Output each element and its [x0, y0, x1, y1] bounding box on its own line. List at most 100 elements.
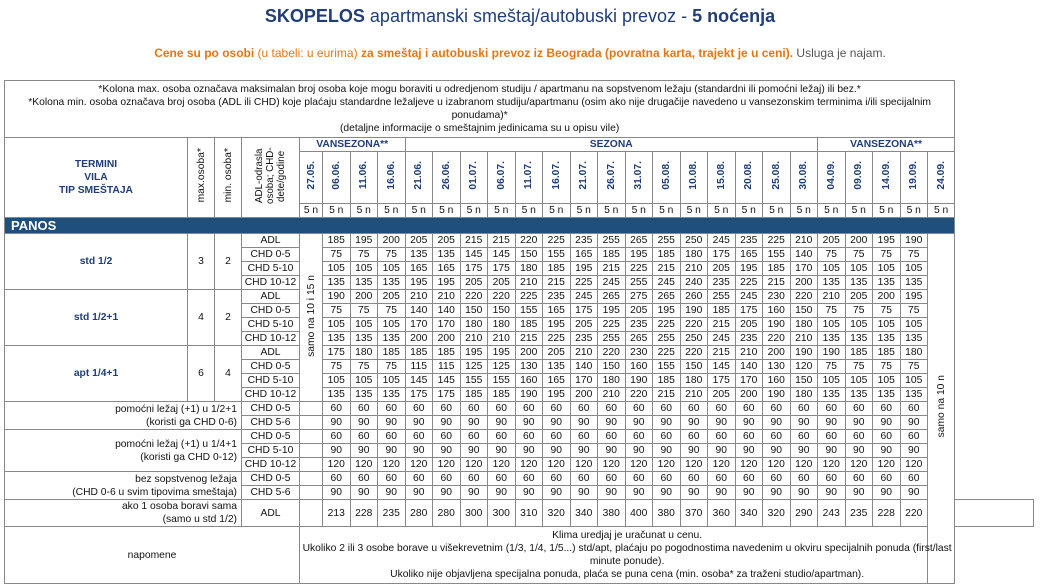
price-cell: 200 [377, 233, 406, 248]
price-cell: 75 [899, 359, 928, 374]
price-cell: 220 [679, 317, 708, 332]
price-row: CHD 10-12 135 135 135 175 175 185 185 190 195 200 2… [5, 387, 1034, 402]
date-label: 26.06. [440, 161, 452, 190]
price-cell: 235 [377, 499, 406, 527]
extra-row: pomoćni ležaj (+1) u 1/4+1 (koristi ga CH… [4, 429, 1034, 472]
price-cell: 135 [404, 247, 433, 262]
price-cell: 105 [349, 317, 378, 332]
nights-header: 5 n [734, 203, 763, 218]
price-cell: 60 [679, 401, 708, 416]
price-cell: 370 [679, 499, 708, 527]
price-cell: 120 [679, 457, 708, 472]
extra-label-line: bez sopstvenog ležaja [135, 473, 237, 485]
price-cell: 190 [514, 387, 543, 402]
price-cell: 205 [844, 289, 873, 304]
price-cell: 195 [404, 275, 433, 290]
price-cell: 235 [707, 275, 736, 290]
price-cell: 225 [652, 317, 681, 332]
price-cell: 75 [349, 247, 378, 262]
price-cell: 90 [899, 443, 928, 458]
price-cell: 60 [597, 429, 626, 444]
subtitle-part-1: Cene su po osobi [154, 46, 255, 60]
price-cell: 90 [377, 415, 406, 430]
price-cell: 90 [652, 415, 681, 430]
price-cell: 190 [679, 303, 708, 318]
price-cell: 120 [459, 457, 488, 472]
price-cell: 160 [514, 373, 543, 388]
price-cell: 185 [707, 303, 736, 318]
nights-header: 5 n [652, 203, 681, 218]
price-cell: 160 [762, 373, 791, 388]
date-header: 31.07. [624, 151, 653, 204]
date-label: 31.07. [633, 161, 645, 190]
price-cell: 90 [679, 443, 708, 458]
price-cell: 180 [789, 317, 818, 332]
napomena-line: Klima uredjaj je uračunat u cenu. [552, 530, 703, 541]
price-cell: 220 [624, 387, 653, 402]
price-cell: 210 [679, 261, 708, 276]
price-cell: 140 [734, 359, 763, 374]
price-cell: 105 [322, 261, 351, 276]
price-cell: 60 [377, 429, 406, 444]
price-cell: 60 [597, 471, 626, 486]
price-cell: 280 [404, 499, 433, 527]
nights-header: 5 n [432, 203, 461, 218]
price-cell: 185 [652, 247, 681, 262]
season-header: VANSEZONA** [299, 137, 406, 152]
price-cell: 150 [487, 303, 516, 318]
date-label: 20.08. [743, 161, 755, 190]
price-cell: 195 [872, 233, 901, 248]
price-cell: 135 [542, 359, 571, 374]
price-cell: 210 [817, 289, 846, 304]
price-cell: 75 [844, 247, 873, 262]
price-cell: 75 [322, 359, 351, 374]
person-type: CHD 0-5 [241, 471, 300, 486]
date-header: 26.07. [597, 151, 626, 204]
side-note-left: samo na 10 i 15 n [299, 233, 323, 402]
price-cell: 380 [652, 499, 681, 527]
person-type: ADL [241, 499, 300, 527]
destination-name: SKOPELOS [264, 6, 365, 26]
price-cell: 125 [487, 359, 516, 374]
price-cell: 60 [487, 471, 516, 486]
price-cell: 220 [597, 345, 626, 360]
price-cell: 240 [679, 275, 708, 290]
price-cell: 190 [789, 345, 818, 360]
price-cell: 205 [734, 317, 763, 332]
price-cell: 105 [377, 261, 406, 276]
person-type: CHD 5-6 [241, 485, 300, 500]
price-cell: 60 [624, 401, 653, 416]
price-cell: 275 [624, 289, 653, 304]
header-row-seasons: TERMINI VILA TIP SMEŠTAJA max.osoba* min. os… [4, 137, 1034, 218]
price-cell: 205 [817, 233, 846, 248]
price-cell: 120 [377, 457, 406, 472]
napomene-label: napomene [4, 526, 300, 584]
price-cell: 145 [707, 359, 736, 374]
price-cell: 60 [322, 429, 351, 444]
price-cell: 90 [707, 443, 736, 458]
price-cell: 210 [514, 275, 543, 290]
person-type: CHD 0-5 [241, 401, 300, 416]
price-cell: 185 [762, 261, 791, 276]
price-cell: 75 [817, 303, 846, 318]
price-cell: 135 [817, 331, 846, 346]
price-cell: 90 [624, 485, 653, 500]
price-cell: 60 [872, 401, 901, 416]
price-cell: 200 [734, 387, 763, 402]
price-cell: 265 [652, 289, 681, 304]
price-cell: 90 [487, 485, 516, 500]
price-cell: 243 [817, 499, 846, 527]
person-type: CHD 10-12 [241, 275, 300, 290]
price-cell: 140 [569, 359, 598, 374]
price-cell: 185 [542, 261, 571, 276]
price-cell: 150 [679, 359, 708, 374]
price-cell: 60 [404, 471, 433, 486]
price-cell: 215 [652, 387, 681, 402]
price-cell: 135 [872, 275, 901, 290]
section-title: PANOS [3, 217, 956, 234]
price-cell: 210 [404, 289, 433, 304]
price-cell: 180 [597, 373, 626, 388]
date-label: 19.09. [908, 161, 920, 190]
price-cell: 230 [762, 289, 791, 304]
price-cell: 195 [899, 289, 928, 304]
